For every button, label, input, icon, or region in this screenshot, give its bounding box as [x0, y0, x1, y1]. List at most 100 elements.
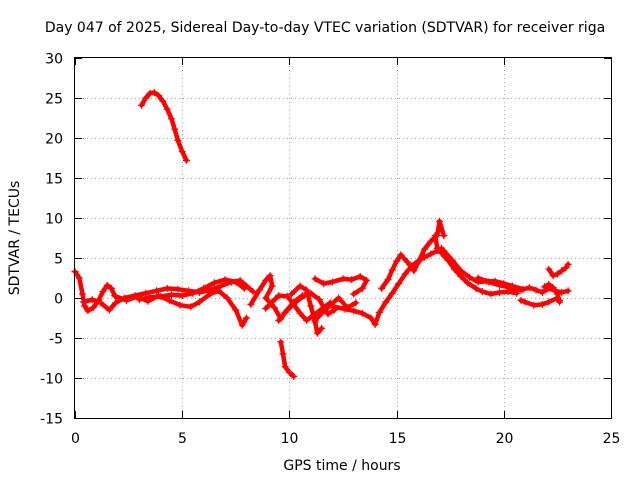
data-point	[238, 321, 246, 329]
data-point	[328, 278, 336, 286]
y-tick-label: 30	[45, 52, 63, 68]
data-point	[243, 314, 250, 322]
data-point	[270, 304, 278, 312]
data-point	[89, 304, 97, 312]
series-arc-12	[330, 246, 444, 327]
data-point	[215, 287, 223, 295]
data-point	[427, 250, 435, 258]
data-point	[247, 300, 255, 308]
data-point	[262, 294, 270, 302]
data-point	[378, 284, 386, 292]
x-tick-label: 5	[178, 431, 187, 447]
data-point	[313, 329, 321, 337]
y-tick-label: 10	[45, 212, 63, 228]
y-tick-label: -5	[49, 332, 63, 348]
data-point	[549, 284, 557, 292]
y-tick-label: 20	[45, 132, 63, 148]
y-axis-label: SDTVAR / TECUs	[7, 181, 23, 296]
data-point	[249, 288, 257, 296]
data-point	[457, 267, 465, 275]
data-point	[363, 276, 371, 284]
data-point	[200, 284, 208, 292]
data-point	[262, 304, 270, 312]
data-point	[153, 287, 160, 295]
data-point	[255, 286, 263, 294]
data-point	[487, 290, 495, 298]
data-point	[142, 94, 150, 102]
y-tick-label: 0	[54, 292, 63, 308]
data-point	[436, 217, 443, 225]
data-point	[105, 306, 113, 314]
y-tick-label: 25	[45, 92, 63, 108]
x-axis-label: GPS time / hours	[283, 458, 400, 474]
data-point	[311, 316, 319, 324]
data-point	[410, 267, 418, 275]
y-tick-label: 15	[45, 172, 63, 188]
data-point	[421, 245, 428, 253]
data-point	[277, 338, 285, 346]
data-point	[538, 288, 546, 296]
data-point	[320, 280, 328, 288]
chart-title: Day 047 of 2025, Sidereal Day-to-day VTE…	[45, 20, 605, 36]
data-point	[553, 290, 561, 298]
data-point	[311, 275, 319, 283]
data-point	[195, 298, 203, 306]
data-point	[350, 290, 358, 298]
data-point	[146, 89, 154, 97]
data-point	[112, 292, 120, 300]
data-point	[352, 299, 360, 307]
data-point	[521, 298, 529, 306]
data-point	[168, 115, 175, 123]
series-arc-08	[278, 339, 296, 379]
data-point	[174, 285, 182, 293]
data-point	[472, 284, 480, 292]
data-point	[335, 294, 343, 302]
plot-frame	[74, 57, 612, 419]
series-arc-10	[312, 295, 359, 323]
data-point	[348, 276, 356, 284]
data-point	[466, 273, 473, 281]
series-arc-06	[263, 293, 333, 323]
data-point	[168, 291, 175, 299]
data-point	[174, 136, 182, 144]
data-point	[80, 298, 88, 306]
data-point	[303, 286, 311, 294]
data-point	[240, 284, 248, 292]
data-point	[530, 301, 538, 309]
y-tick-label: -10	[40, 372, 63, 388]
data-point	[315, 296, 323, 304]
x-tick-label: 0	[71, 431, 80, 447]
data-point	[165, 296, 173, 304]
grid-lines	[75, 58, 611, 418]
data-point	[268, 282, 276, 290]
data-point	[275, 292, 283, 300]
data-point	[285, 368, 293, 376]
data-point	[485, 278, 493, 286]
data-point	[303, 316, 311, 324]
data-point	[474, 274, 482, 282]
data-point	[217, 282, 225, 290]
data-point	[178, 292, 186, 300]
y-tick-labels: -15 -10 -5 0 5 10 15 20 25 30	[40, 52, 63, 428]
data-point	[538, 300, 546, 308]
data-point	[440, 232, 448, 240]
data-point	[414, 259, 422, 267]
data-point	[223, 294, 231, 302]
data-point	[266, 272, 274, 280]
data-point	[268, 298, 276, 306]
data-point	[318, 324, 326, 332]
x-tick-labels: 0 5 10 15 20 25	[71, 431, 620, 447]
data-point	[279, 350, 287, 358]
data-point	[112, 299, 120, 307]
data-point	[288, 290, 295, 298]
data-point	[553, 270, 561, 278]
data-point	[558, 267, 566, 275]
data-point	[564, 260, 572, 268]
data-point	[388, 266, 396, 274]
data-point	[318, 309, 326, 317]
data-point	[283, 292, 291, 300]
data-point	[358, 309, 366, 317]
data-point	[382, 298, 390, 306]
data-point	[371, 320, 379, 328]
